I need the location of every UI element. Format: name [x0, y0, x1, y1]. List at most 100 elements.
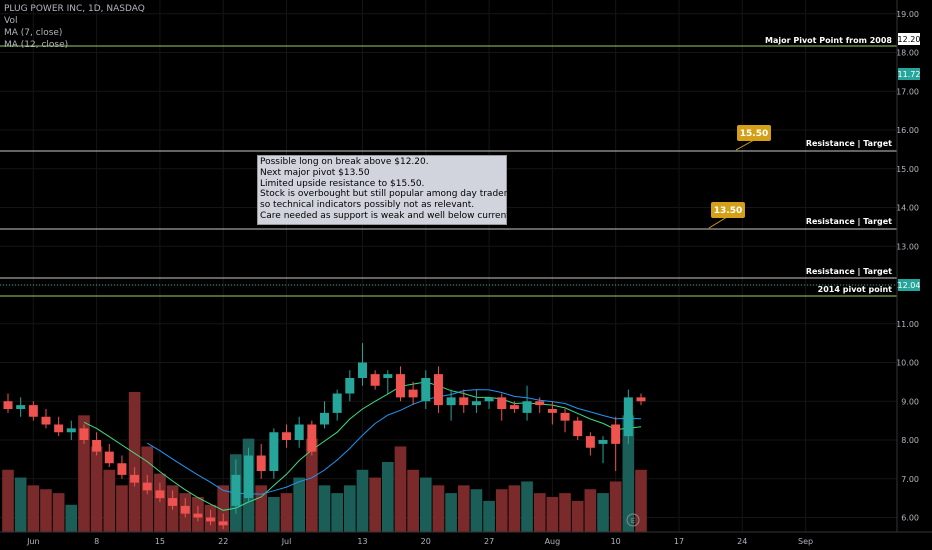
candle-body [446, 397, 456, 406]
y-tick-label: 14.00 [896, 204, 919, 213]
candle-body [497, 397, 507, 409]
ma12-line [147, 389, 642, 495]
candle-body [585, 436, 595, 448]
candle-body [66, 428, 76, 433]
candle-body [79, 428, 89, 440]
volume-bar [622, 415, 635, 532]
volume-bar [432, 485, 445, 532]
callout-15-50[interactable]: 15.50 [735, 125, 771, 151]
earnings-marker[interactable]: E [626, 513, 640, 527]
candle-body [231, 474, 241, 506]
volume-bar [255, 485, 268, 532]
volume-bar [369, 477, 381, 532]
y-tick-label: 9.00 [901, 397, 919, 406]
volume-bar [470, 489, 483, 532]
volume-bar [268, 497, 280, 532]
moving-averages [83, 381, 642, 511]
candle-body [611, 424, 621, 444]
volume-bar [103, 469, 116, 532]
candle-body [54, 424, 64, 433]
candle-body [142, 482, 152, 491]
volume-bar [306, 438, 318, 532]
candle-body [383, 374, 393, 378]
note-line: Limited upside resistance to $15.50. [260, 178, 425, 189]
candle-body [408, 389, 418, 398]
candle-body [41, 416, 51, 425]
svg-text:12.04: 12.04 [898, 281, 921, 290]
candle-body [547, 409, 557, 413]
volume-bar [394, 446, 407, 532]
volume-bar [609, 481, 622, 532]
volume-bar [52, 493, 65, 532]
volume-bar [128, 392, 141, 532]
volume-bar [419, 477, 432, 532]
time-axis[interactable]: Jun 8 15 22 Jul 13 20 27 Aug 10 17 24 Sep [0, 531, 932, 546]
volume-bar [445, 493, 457, 532]
candle-body [16, 405, 26, 409]
candle-body [269, 432, 279, 471]
volume-bar [116, 485, 128, 532]
candle-body [459, 397, 469, 406]
note-line: Next major pivot $13.50 [260, 167, 370, 178]
volume-bar [331, 493, 343, 532]
candles [3, 343, 646, 530]
candle-body [244, 455, 254, 499]
candle-body [294, 424, 304, 440]
candle-body [155, 490, 165, 499]
candle-body [560, 412, 570, 421]
candle-body [92, 440, 102, 452]
level-lines [0, 45, 897, 297]
x-tick-label: Sep [798, 537, 813, 546]
resistance-label-2: Resistance | Target [806, 217, 892, 226]
volume-bar [559, 493, 571, 532]
volume-bar [635, 469, 647, 532]
x-tick-label: Aug [545, 537, 561, 546]
analysis-note[interactable]: Possible long on break above $12.20. Nex… [257, 155, 542, 225]
y-tick-label: 15.00 [896, 165, 919, 174]
price-tag-11-72: 11.72 [898, 68, 921, 80]
chart-legend: PLUG POWER INC, 1D, NASDAQ Vol MA (7, cl… [4, 3, 145, 51]
x-tick-label: Jun [26, 537, 40, 546]
candle-body [573, 420, 583, 437]
y-tick-label: 10.00 [896, 359, 919, 368]
resistance-label-3: Resistance | Target [806, 267, 892, 276]
svg-text:15.50: 15.50 [740, 129, 768, 139]
price-tag-12-04: 12.04 [898, 279, 921, 291]
x-tick-label: 8 [94, 537, 99, 546]
callout-13-50[interactable]: 13.50 [708, 202, 745, 229]
x-tick-label: 22 [218, 537, 228, 546]
note-line: Stock is overbought but still popular am… [260, 189, 513, 200]
volume-bar [457, 485, 470, 532]
y-tick-label: 18.00 [896, 49, 919, 58]
x-tick-label: 27 [484, 537, 494, 546]
pivot-2008-label: Major Pivot Point from 2008 [765, 36, 892, 45]
x-tick-label: 24 [737, 537, 747, 546]
volume-bar [65, 504, 78, 532]
x-tick-label: 13 [357, 537, 367, 546]
volume-bar [521, 481, 533, 532]
volume-bar [2, 469, 14, 532]
svg-text:11.72: 11.72 [898, 70, 921, 79]
candle-body [345, 378, 355, 394]
volume-bar [483, 500, 495, 532]
svg-text:E: E [631, 517, 635, 525]
candle-body [433, 374, 443, 406]
candle-body [471, 401, 481, 406]
note-line: Care needed as support is weak and well … [260, 210, 542, 221]
candle-body [130, 474, 140, 483]
svg-text:12.20: 12.20 [898, 35, 921, 44]
candle-body [104, 451, 114, 464]
volume-bar [533, 493, 546, 532]
volume-bar [343, 485, 356, 532]
ma7-legend: MA (7, close) [4, 28, 63, 38]
ma7-line [83, 381, 642, 511]
x-tick-label: 17 [674, 537, 684, 546]
candle-body [636, 397, 646, 402]
volume-bar [597, 493, 609, 532]
vol-legend: Vol [4, 16, 18, 26]
volume-bar [495, 489, 508, 532]
volume-bar [318, 485, 331, 532]
volume-bar [27, 485, 40, 532]
y-tick-label: 19.00 [896, 10, 919, 19]
